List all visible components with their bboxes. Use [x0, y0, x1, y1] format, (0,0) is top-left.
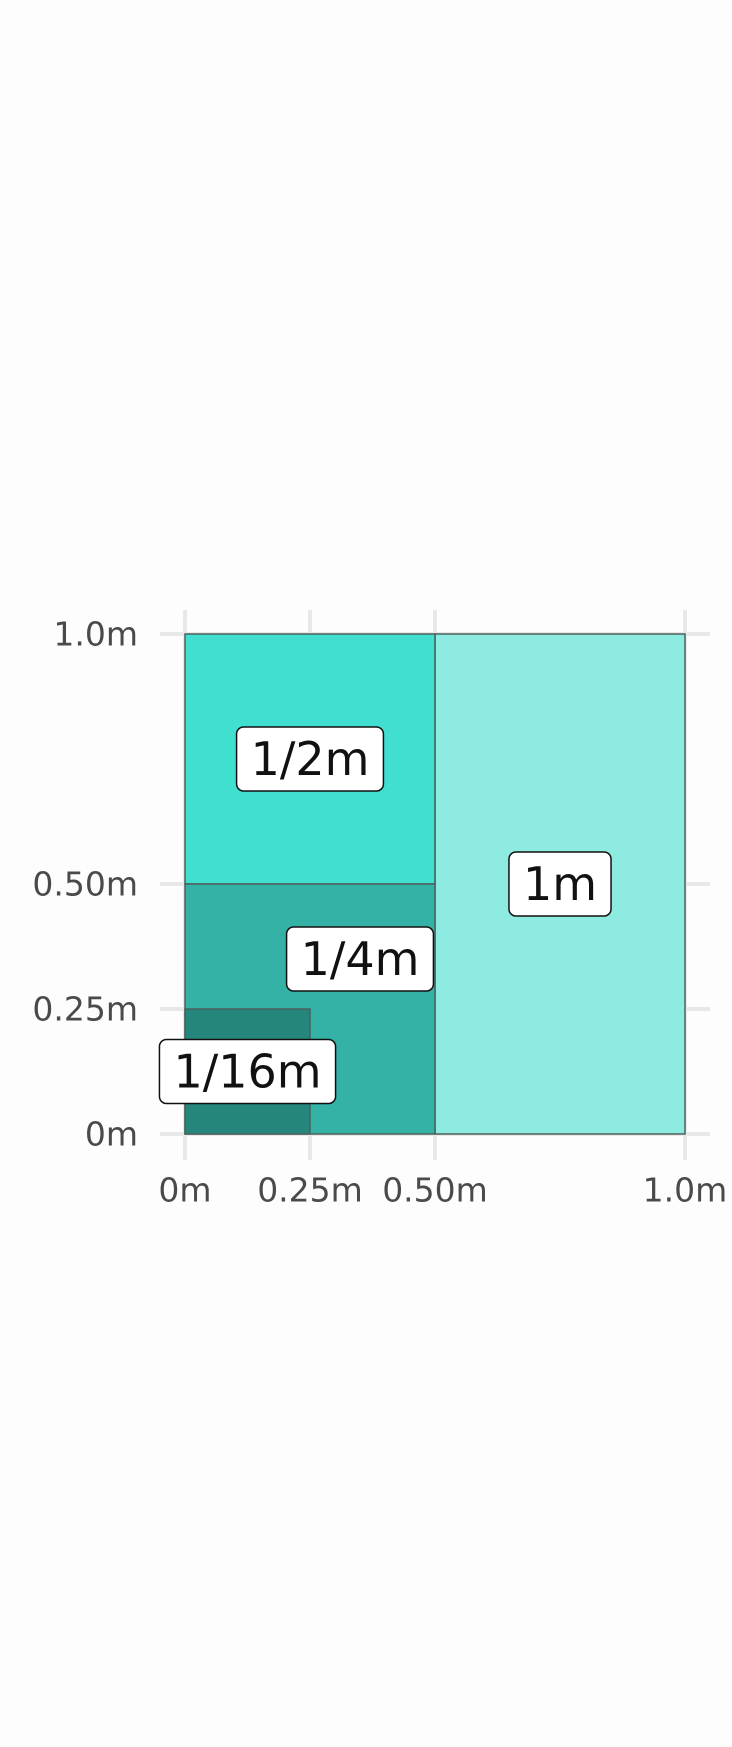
box-label-1-2m: 1/2m: [235, 726, 385, 792]
box-label-bg-1-2m: [235, 726, 385, 792]
y-tick-label-1: 0.25m: [32, 990, 138, 1029]
x-tick-label-1: 0.25m: [257, 1171, 363, 1210]
x-tick-label-0: 0m: [158, 1171, 211, 1210]
x-tick-label-3: 1.0m: [643, 1171, 728, 1210]
box-label-text-1m: 1m: [523, 857, 597, 911]
x-tick-label-2: 0.50m: [382, 1171, 488, 1210]
box-label-text-1-4m: 1/4m: [301, 932, 420, 986]
y-tick-label-2: 0.50m: [32, 865, 138, 904]
box-label-1-4m: 1/4m: [285, 926, 435, 992]
box-label-bg-1m: [508, 851, 612, 917]
tick-layer: 0m 0.25m 0.50m 1.0m 0m 0.25m 0.50m 1.0m: [32, 615, 727, 1210]
box-label-1-16m: 1/16m: [158, 1038, 337, 1105]
box-label-text-1-2m: 1/2m: [251, 732, 370, 786]
box-label-1m: 1m: [508, 851, 612, 917]
y-tick-label-3: 1.0m: [53, 615, 138, 654]
box-label-bg-1-4m: [285, 926, 435, 992]
label-layer: 1m 1/2m 1/4m 1/16m: [158, 726, 612, 1105]
box-label-bg-1-16m: [158, 1038, 337, 1105]
box-label-text-1-16m: 1/16m: [173, 1045, 321, 1099]
y-tick-label-0: 0m: [85, 1115, 138, 1154]
